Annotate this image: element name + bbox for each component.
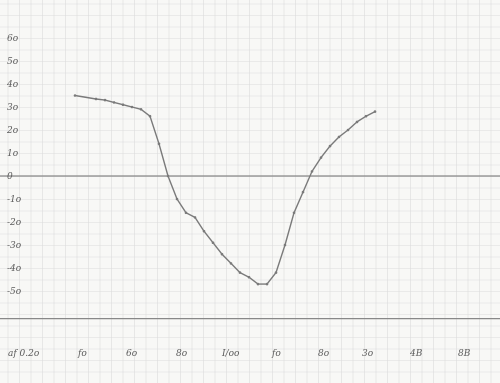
y-tick-label: 4o (6, 80, 19, 90)
y-tick-label: -5o (7, 287, 22, 297)
data-point (121, 103, 125, 106)
x-tick-label: 3o (362, 349, 374, 359)
y-tick-label: 3o (7, 103, 19, 113)
x-tick-label: af 0.2o (8, 349, 40, 359)
data-point (247, 275, 251, 279)
data-point (211, 241, 215, 244)
data-point (283, 243, 287, 247)
x-tick-label: 6o (126, 349, 138, 359)
data-point (256, 282, 260, 286)
data-point (184, 211, 188, 215)
y-tick-label: -4o (7, 264, 22, 274)
y-tick-label: 2o (6, 126, 19, 136)
data-point (130, 105, 134, 109)
x-tick-label: 8o (318, 349, 330, 359)
x-tick-label: fo (271, 349, 281, 359)
data-point (364, 114, 368, 118)
series-group (73, 94, 377, 286)
y-tick-label: 6o (7, 34, 19, 44)
x-tick-labels: af 0.2o fo 6o 8o I/oo fo 8o 3o 4B 8B (8, 349, 471, 359)
data-point (103, 98, 107, 102)
data-point (319, 156, 323, 159)
x-tick-label: 8B (458, 349, 471, 359)
data-point (292, 211, 296, 215)
data-point (265, 282, 269, 286)
data-point (112, 101, 116, 104)
data-point (166, 174, 170, 178)
data-point (73, 94, 77, 97)
data-point (310, 170, 314, 173)
y-tick-label: 1o (7, 149, 19, 159)
y-tick-label: -3o (7, 241, 22, 251)
y-tick-label: 5o (7, 57, 19, 67)
data-point (94, 97, 98, 101)
y-tick-labels: 6o 5o 4o 3o 2o 1o 0 -1o -2o -3o -4o -5o (6, 34, 22, 297)
data-point (346, 128, 350, 132)
reference-lines (0, 175, 500, 320)
data-point (157, 142, 161, 146)
data-point (373, 110, 377, 113)
y-tick-label: 0 (7, 172, 13, 182)
x-tick-label: fo (77, 349, 87, 359)
data-point (328, 144, 332, 148)
data-point (355, 120, 359, 124)
data-point (175, 197, 179, 201)
y-tick-label: -2o (7, 218, 22, 228)
y-tick-label: -1o (7, 195, 22, 205)
x-tick-label: I/oo (221, 349, 240, 359)
x-tick-label: 4B (409, 349, 423, 359)
data-point (193, 216, 197, 219)
data-point (238, 271, 242, 274)
data-point (148, 114, 152, 118)
data-point (229, 262, 233, 265)
data-point (220, 252, 224, 256)
data-point (274, 271, 278, 274)
data-point (301, 190, 305, 194)
x-tick-label: 8o (176, 349, 188, 359)
data-point (139, 108, 143, 111)
data-point (337, 135, 341, 139)
data-point (202, 229, 206, 233)
